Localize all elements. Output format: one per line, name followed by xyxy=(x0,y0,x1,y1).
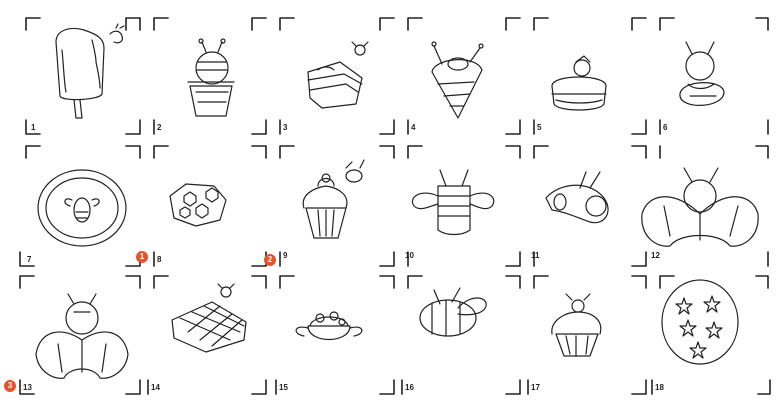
sketch-honeycomb xyxy=(169,183,227,227)
sketch-bee-bun xyxy=(679,41,725,106)
sketch-dessert-bowl xyxy=(295,311,363,340)
panel-number: 8 xyxy=(157,255,162,264)
panel-number: 14 xyxy=(151,383,160,392)
sketch-bee-croissant xyxy=(641,167,759,247)
sketch-ice-cream-cone xyxy=(431,41,484,119)
panel-number: 2 xyxy=(157,123,162,132)
callout-badge: 1 xyxy=(136,251,148,263)
panel-number: 7 xyxy=(27,255,32,264)
panel-number: 3 xyxy=(283,123,288,132)
panel-number: 9 xyxy=(283,251,288,260)
panel-number: 16 xyxy=(405,383,414,392)
panel-number: 17 xyxy=(531,383,540,392)
callout-badge: 2 xyxy=(264,254,276,266)
panel-number: 10 xyxy=(405,251,414,260)
sketch-lattice-pie xyxy=(171,283,247,353)
panel-number: 13 xyxy=(23,383,32,392)
panel-number: 6 xyxy=(663,123,668,132)
sketch-cupcake-bee xyxy=(551,293,602,357)
panel-number: 12 xyxy=(651,251,660,260)
sketch-cupcake xyxy=(302,159,365,239)
crop-marks xyxy=(19,17,771,395)
sketch-long-wing-bee xyxy=(419,287,487,337)
panel-number: 15 xyxy=(279,383,288,392)
panel-number: 11 xyxy=(531,251,540,260)
sketch-round-pie xyxy=(37,169,127,247)
panel-number: 18 xyxy=(655,383,664,392)
sketch-star-cookie xyxy=(661,279,739,365)
sketch-cream-roll xyxy=(545,171,609,224)
panel-number: 5 xyxy=(537,123,542,132)
sketch-popsicle xyxy=(55,23,125,119)
sketch-cake-slice xyxy=(307,41,369,109)
panel-number: 1 xyxy=(31,123,36,132)
sketch-bee-bucket xyxy=(187,38,235,117)
callout-badge: 3 xyxy=(4,380,16,392)
sketch-striped-bee xyxy=(411,169,495,236)
sketch-bee-head-croissant xyxy=(35,293,129,379)
sketch-macaron xyxy=(551,55,607,111)
panel-number: 4 xyxy=(411,123,416,132)
